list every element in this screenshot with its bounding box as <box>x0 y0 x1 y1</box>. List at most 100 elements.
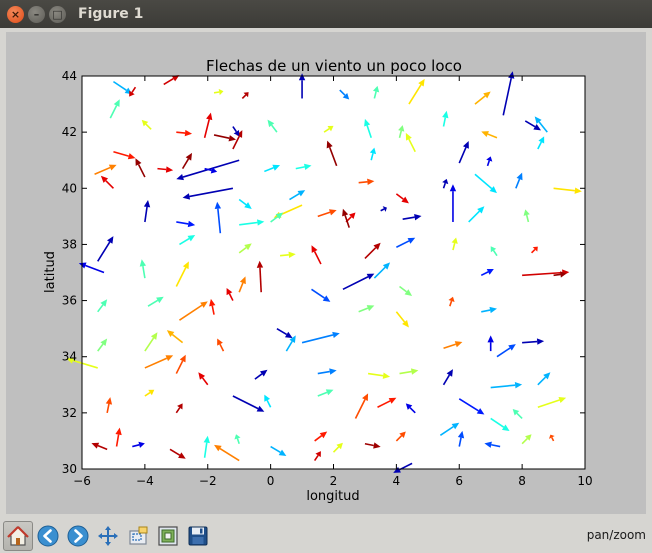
figure-canvas[interactable]: Flechas de un viento un poco loco −6 −4 −2… <box>6 32 646 514</box>
x-tick-label: 2 <box>330 474 338 488</box>
x-tick-label: 10 <box>577 474 592 488</box>
wind-arrow <box>166 330 184 344</box>
wind-arrow <box>270 445 287 456</box>
wind-arrow <box>537 396 567 409</box>
wind-arrow <box>313 451 321 462</box>
wind-arrow <box>490 246 498 257</box>
wind-arrow <box>457 430 465 447</box>
wind-arrow <box>408 78 425 105</box>
wind-arrow <box>100 175 115 189</box>
wind-arrow <box>522 338 545 345</box>
wind-arrow <box>239 219 265 226</box>
y-tick-label: 34 <box>62 350 77 364</box>
wind-arrow <box>182 187 234 200</box>
pan-button[interactable] <box>93 521 123 551</box>
wind-arrow <box>301 331 340 344</box>
wind-arrow <box>496 344 516 358</box>
wind-arrow <box>358 305 375 313</box>
wind-arrow <box>458 141 469 164</box>
x-axis: −6 −4 −2 0 2 4 6 8 10 <box>73 76 593 488</box>
zoom-button[interactable] <box>123 521 153 551</box>
wind-arrow <box>442 110 449 127</box>
wind-arrow <box>332 442 343 453</box>
window-controls: × – □ <box>7 5 66 23</box>
wind-arrow <box>298 73 306 99</box>
wind-arrow <box>317 209 337 218</box>
wind-arrow <box>364 442 381 449</box>
wind-arrow <box>364 242 381 260</box>
wind-arrow <box>176 129 193 137</box>
home-button[interactable] <box>3 520 33 551</box>
wind-arrow <box>66 357 98 369</box>
wind-arrow <box>78 262 105 274</box>
wind-arrow <box>139 259 147 279</box>
wind-arrow <box>372 85 380 99</box>
zoom-rect-icon <box>129 526 148 545</box>
wind-arrow <box>354 393 369 419</box>
save-button[interactable] <box>183 521 213 551</box>
arrows-layer <box>66 71 582 473</box>
wind-arrow <box>176 220 196 228</box>
arrow-right-icon <box>67 525 89 546</box>
window-body: Flechas de un viento un poco loco −6 −4 −2… <box>0 28 652 553</box>
wind-arrow <box>395 311 409 328</box>
wind-arrow <box>135 158 146 178</box>
wind-arrow <box>129 86 137 97</box>
wind-arrow <box>443 341 463 350</box>
close-button[interactable]: × <box>7 5 24 23</box>
wind-arrow <box>267 119 278 133</box>
wind-arrow <box>147 296 164 307</box>
wind-arrow <box>144 332 158 352</box>
wind-arrow <box>380 206 387 212</box>
wind-arrow <box>144 389 155 397</box>
y-tick-label: 32 <box>62 406 77 420</box>
wind-arrow <box>209 298 216 315</box>
wind-arrow <box>524 120 541 131</box>
wind-arrow <box>163 74 180 86</box>
wind-arrow <box>323 125 334 133</box>
wind-arrow <box>132 441 145 448</box>
wind-arrow <box>175 261 189 287</box>
wind-arrow <box>449 184 457 222</box>
wind-arrow <box>395 431 406 442</box>
wind-arrow <box>295 163 312 171</box>
subplots-button[interactable] <box>153 521 183 551</box>
back-button[interactable] <box>33 521 63 551</box>
wind-arrow <box>311 288 331 302</box>
navigation-toolbar: pan/zoom <box>0 518 652 553</box>
x-tick-label: −4 <box>136 474 154 488</box>
wind-arrow <box>486 156 493 167</box>
wind-arrow <box>289 190 306 201</box>
window-title: Figure 1 <box>78 6 144 22</box>
wind-arrow <box>339 89 350 100</box>
wind-arrow <box>399 285 413 296</box>
y-tick-label: 30 <box>62 462 77 476</box>
wind-arrow <box>113 151 136 160</box>
wind-arrow <box>157 166 174 173</box>
wind-arrow <box>314 431 328 442</box>
maximize-button[interactable]: □ <box>49 5 66 23</box>
wind-arrow <box>279 251 296 258</box>
wind-arrow <box>468 206 485 223</box>
wind-arrow <box>181 152 193 170</box>
forward-button[interactable] <box>63 521 93 551</box>
chart-title: Flechas de un viento un poco loco <box>206 57 462 75</box>
wind-arrow <box>521 434 532 445</box>
y-axis: 30 32 34 36 38 40 42 44 <box>62 69 585 476</box>
wind-arrow <box>537 136 545 150</box>
save-icon <box>188 526 208 545</box>
wind-arrow <box>232 126 240 136</box>
wind-arrow <box>232 395 265 412</box>
wind-arrow <box>481 306 497 314</box>
wind-arrow <box>198 372 209 386</box>
wind-arrow <box>213 134 237 142</box>
wind-arrow <box>97 299 108 313</box>
wind-arrow <box>109 99 120 119</box>
wind-arrow <box>214 201 222 234</box>
minimize-button[interactable]: – <box>28 5 45 23</box>
wind-arrow <box>143 199 151 223</box>
wind-arrow <box>238 198 252 209</box>
wind-arrow <box>442 178 449 189</box>
wind-arrow <box>490 417 510 432</box>
wind-arrow <box>553 271 567 278</box>
